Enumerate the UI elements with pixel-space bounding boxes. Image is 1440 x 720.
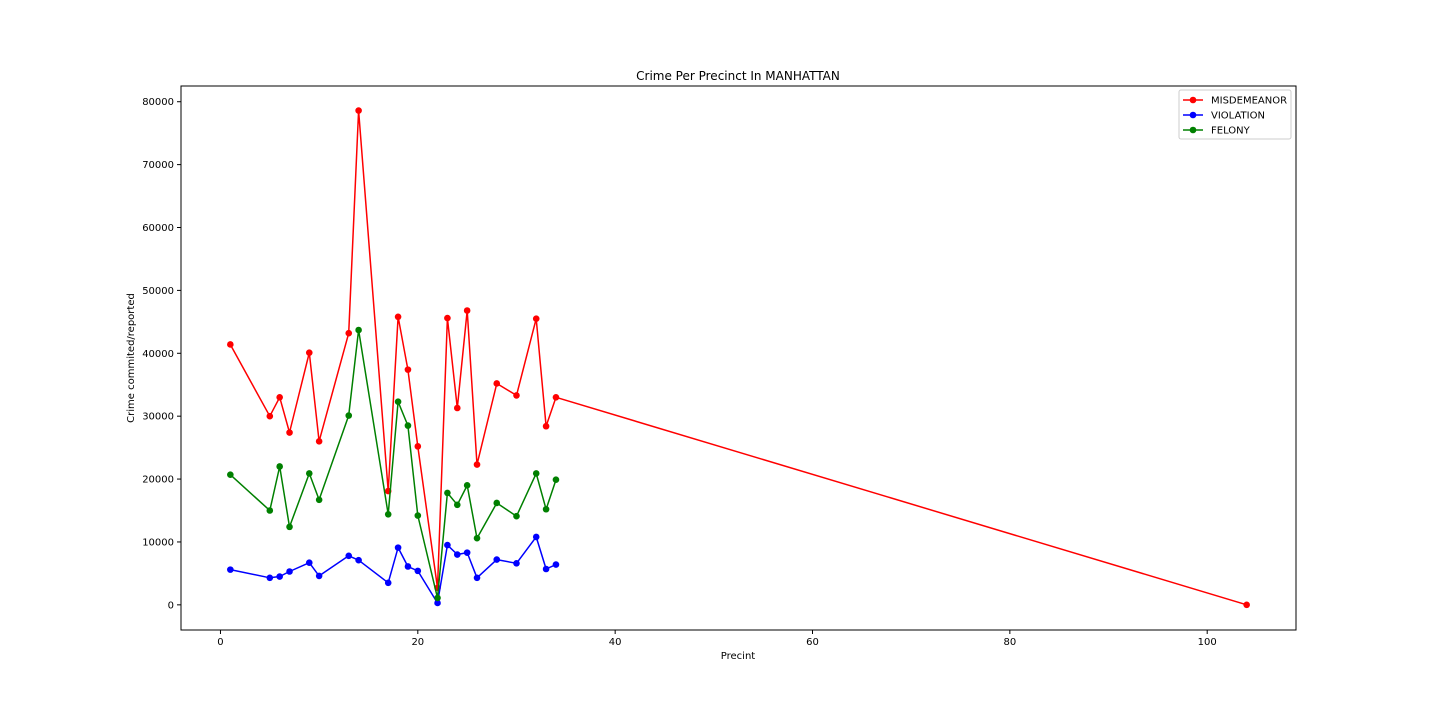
data-point-violation [414, 567, 422, 575]
data-point-misdemeanor [444, 314, 451, 322]
data-point-violation [463, 549, 471, 556]
data-point-felony [227, 471, 234, 478]
data-point-misdemeanor [473, 461, 481, 468]
data-point-violation [345, 552, 353, 560]
x-axis-label: Precint [721, 651, 756, 662]
data-point-felony [315, 496, 323, 504]
series-violation [227, 533, 560, 607]
data-point-misdemeanor [542, 422, 550, 430]
data-point-violation [453, 551, 461, 558]
data-point-misdemeanor [276, 394, 283, 401]
data-point-violation [404, 563, 412, 570]
data-point-violation [542, 565, 550, 573]
series-line-violation [230, 536, 557, 604]
data-point-misdemeanor [1243, 601, 1250, 609]
data-point-violation [473, 574, 481, 582]
data-point-felony [404, 422, 412, 429]
data-point-violation [532, 533, 540, 541]
data-point-felony [444, 489, 451, 497]
data-point-felony [276, 463, 283, 470]
legend-marker-misdemeanor [1189, 96, 1197, 104]
data-point-felony [286, 523, 293, 531]
x-tick-label: 100 [1198, 637, 1217, 648]
data-point-violation [305, 559, 313, 567]
data-point-misdemeanor [227, 341, 234, 348]
data-point-misdemeanor [315, 438, 323, 445]
y-tick-label: 80000 [142, 97, 174, 108]
y-axis-label: Crime commited/reported [126, 293, 137, 423]
legend-marker-felony [1189, 126, 1197, 134]
data-point-felony [542, 505, 550, 513]
data-point-misdemeanor [463, 307, 471, 314]
data-point-misdemeanor [532, 315, 540, 322]
data-point-felony [414, 512, 422, 519]
data-point-misdemeanor [345, 329, 353, 337]
data-point-misdemeanor [404, 366, 412, 373]
data-point-felony [355, 326, 362, 334]
data-point-misdemeanor [552, 394, 560, 401]
series-felony [227, 326, 560, 602]
x-tick-label: 20 [411, 637, 424, 648]
data-point-felony [532, 470, 540, 477]
data-point-violation [227, 566, 234, 573]
x-tick-label: 0 [217, 637, 223, 648]
legend-label-misdemeanor: MISDEMEANOR [1211, 96, 1287, 107]
data-point-misdemeanor [394, 313, 402, 321]
y-tick-label: 0 [168, 600, 174, 611]
y-tick-label: 30000 [142, 412, 174, 423]
y-tick-label: 60000 [142, 223, 174, 234]
data-point-misdemeanor [305, 349, 313, 356]
data-point-felony [394, 398, 402, 406]
x-tick-label: 60 [806, 637, 819, 648]
data-point-misdemeanor [493, 380, 501, 387]
data-point-violation [513, 560, 520, 567]
x-tick-label: 80 [1003, 637, 1016, 648]
series-layer [227, 107, 1250, 609]
data-point-misdemeanor [513, 392, 520, 399]
axis-ticks: 0 20 40 60 80 100 0 10000 20000 30000 40000 50000 60… [142, 97, 1217, 648]
data-point-violation [552, 561, 560, 568]
data-point-felony [305, 470, 313, 477]
data-point-felony [384, 510, 392, 518]
data-point-violation [286, 568, 293, 575]
data-point-felony [473, 534, 481, 542]
y-tick-label: 40000 [142, 349, 174, 360]
y-tick-label: 50000 [142, 286, 174, 297]
series-line-felony [229, 329, 557, 599]
data-point-felony [434, 594, 441, 602]
plot-frame [180, 85, 1297, 631]
legend-label-violation: VIOLATION [1211, 111, 1265, 122]
data-point-violation [276, 573, 283, 580]
data-point-violation [355, 556, 362, 564]
data-point-felony [513, 512, 520, 520]
legend-marker-violation [1189, 111, 1197, 119]
data-point-misdemeanor [286, 429, 293, 436]
data-point-misdemeanor [453, 404, 461, 412]
data-point-violation [266, 574, 274, 582]
data-point-felony [493, 499, 501, 507]
data-point-violation [315, 572, 323, 580]
data-point-felony [266, 507, 274, 514]
data-point-violation [444, 541, 451, 549]
data-point-violation [493, 556, 501, 563]
chart-title: Crime Per Precinct In MANHATTAN [636, 69, 840, 83]
y-tick-label: 20000 [142, 475, 174, 486]
data-point-violation [394, 544, 402, 551]
data-point-violation [434, 599, 441, 607]
legend-box [1178, 89, 1292, 140]
data-point-felony [345, 412, 353, 419]
legend-label-felony: FELONY [1211, 126, 1251, 137]
data-point-misdemeanor [355, 107, 362, 114]
legend: MISDEMEANOR VIOLATION FELONY [1178, 89, 1292, 140]
data-point-felony [552, 476, 560, 483]
data-point-felony [463, 482, 471, 489]
y-tick-label: 10000 [142, 537, 174, 548]
x-tick-label: 40 [609, 637, 622, 648]
data-point-violation [384, 579, 392, 587]
data-point-misdemeanor [414, 443, 422, 450]
data-point-felony [453, 501, 461, 509]
data-point-misdemeanor [266, 412, 274, 420]
y-tick-label: 70000 [142, 160, 174, 171]
